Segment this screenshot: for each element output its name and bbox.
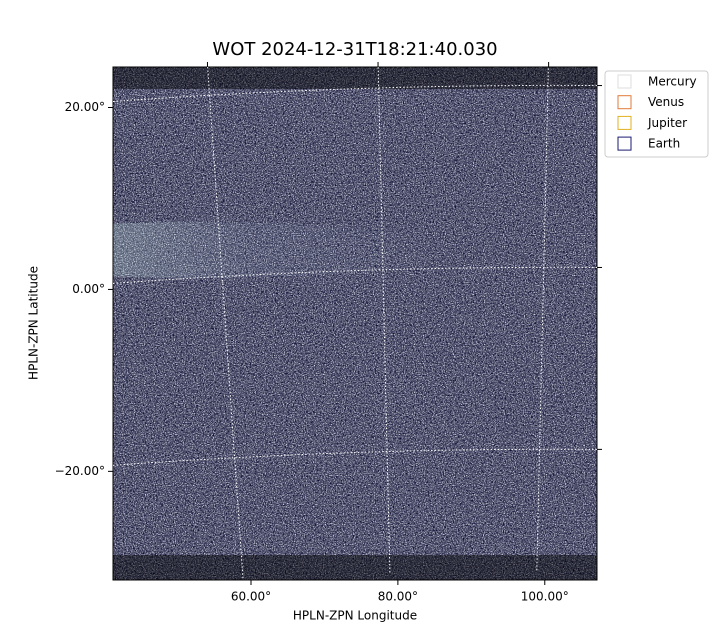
grid-line <box>536 67 549 571</box>
plot-frame <box>112 66 598 581</box>
legend-swatch <box>617 95 632 110</box>
legend-label: Earth <box>648 137 680 151</box>
legend-label: Mercury <box>648 75 697 89</box>
sky-image <box>113 67 597 580</box>
legend-label: Venus <box>648 95 684 109</box>
x-axis-label: HPLN-ZPN Longitude <box>293 609 417 623</box>
legend-swatch <box>617 74 632 89</box>
legend-label: Jupiter <box>647 116 687 130</box>
chart-title: WOT 2024-12-31T18:21:40.030 <box>212 39 497 60</box>
grid-line <box>113 448 597 466</box>
y-axis-label: HPLN-ZPN Latitude <box>27 266 41 380</box>
legend-swatch <box>617 136 632 151</box>
grid-line <box>377 67 391 573</box>
legend-swatch <box>617 115 632 130</box>
x-tick-label: 100.00° <box>521 590 569 604</box>
x-tick-label: 60.00° <box>231 590 271 604</box>
grid-line <box>113 84 597 102</box>
grid-line <box>113 266 597 284</box>
y-tick-label: 20.00° <box>65 100 105 114</box>
y-tick-label: −20.00° <box>55 464 105 478</box>
grid-line <box>207 67 244 579</box>
legend <box>604 70 709 158</box>
y-tick-label: 0.00° <box>72 282 105 296</box>
x-tick-label: 80.00° <box>378 590 418 604</box>
